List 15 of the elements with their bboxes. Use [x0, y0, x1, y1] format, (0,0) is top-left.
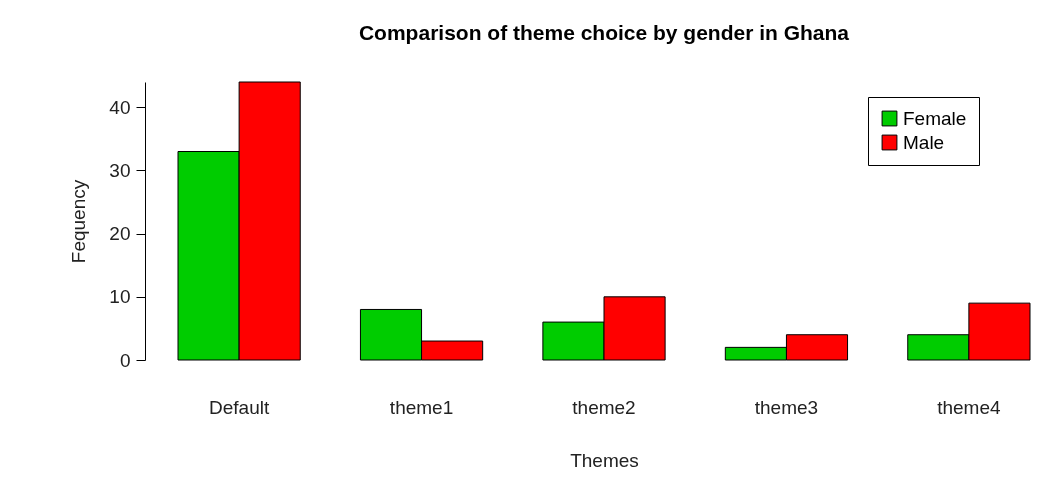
- y-tick-label: 20: [109, 223, 131, 245]
- x-tick-label: theme2: [572, 396, 636, 418]
- x-tick-label: theme3: [754, 396, 819, 418]
- y-tick-label: 40: [109, 96, 131, 118]
- legend-label: Male: [903, 131, 945, 153]
- y-tick-label: 0: [119, 349, 131, 371]
- y-tick-label: 10: [109, 286, 131, 308]
- y-axis-title: Fequency: [68, 179, 90, 264]
- legend-label: Female: [903, 107, 967, 129]
- x-tick-label: theme4: [937, 396, 1001, 418]
- x-tick-label: Default: [209, 396, 270, 418]
- chart-title: Comparison of theme choice by gender in Ghana: [358, 20, 850, 44]
- x-tick-label: theme1: [389, 396, 454, 418]
- y-tick-label: 30: [109, 159, 131, 181]
- x-axis-title: Themes: [570, 449, 639, 471]
